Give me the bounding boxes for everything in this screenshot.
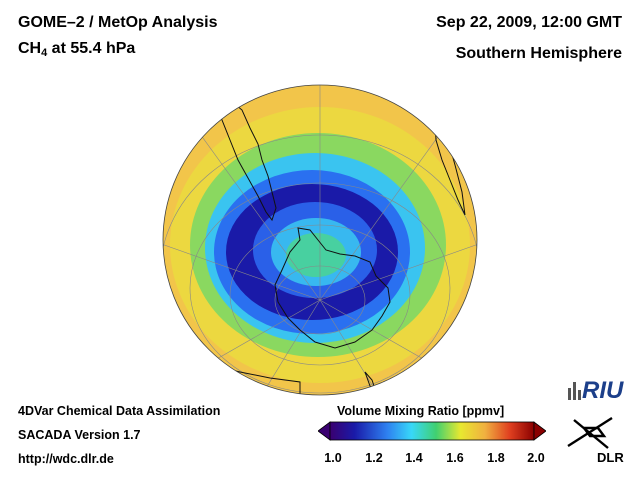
species-subscript: 4: [41, 47, 48, 59]
footer-version: SACADA Version 1.7: [18, 428, 141, 442]
colorbar-gradient: [329, 421, 535, 441]
australia-coastline: [209, 364, 301, 395]
riu-bar: [573, 382, 576, 400]
globe-outline: [162, 84, 478, 396]
dlr-logo-text: DLR: [597, 450, 624, 465]
colorbar-low-arrow: [318, 421, 331, 441]
colorbar-tick: 1.4: [405, 451, 423, 465]
colorbar-tick: 1.2: [365, 451, 383, 465]
dlr-symbol: [567, 416, 613, 449]
title-species: CH4 at 55.4 hPa: [18, 40, 135, 59]
riu-bar: [578, 390, 581, 400]
colorbar-tick: 1.8: [487, 451, 505, 465]
colorbar-title: Volume Mixing Ratio [ppmv]: [337, 404, 505, 418]
south-america-coastline: [215, 89, 277, 222]
globe-map: [162, 84, 478, 396]
antarctica-coastline: [274, 227, 391, 349]
footer-assimilation: 4DVar Chemical Data Assimilation: [18, 404, 221, 418]
title-region: Southern Hemisphere: [455, 45, 622, 62]
footer-url[interactable]: http://wdc.dlr.de: [18, 452, 114, 466]
vortex-center: [286, 233, 346, 277]
pressure-level: at 55.4 hPa: [47, 40, 136, 57]
title-datetime: Sep 22, 2009, 12:00 GMT: [436, 14, 622, 31]
colorbar-tick: 1.6: [446, 451, 464, 465]
colorbar-high-arrow: [533, 421, 546, 441]
riu-logo: RIU: [568, 377, 624, 402]
riu-logo-text: RIU: [582, 377, 624, 402]
dlr-logo: [567, 416, 613, 449]
riu-bar: [568, 388, 571, 400]
colorbar-tick: 1.0: [324, 451, 342, 465]
title-instrument: GOME–2 / MetOp Analysis: [18, 14, 218, 31]
colorbar-tick: 2.0: [527, 451, 545, 465]
species-name: CH: [18, 40, 42, 57]
colorbar: [318, 421, 546, 441]
